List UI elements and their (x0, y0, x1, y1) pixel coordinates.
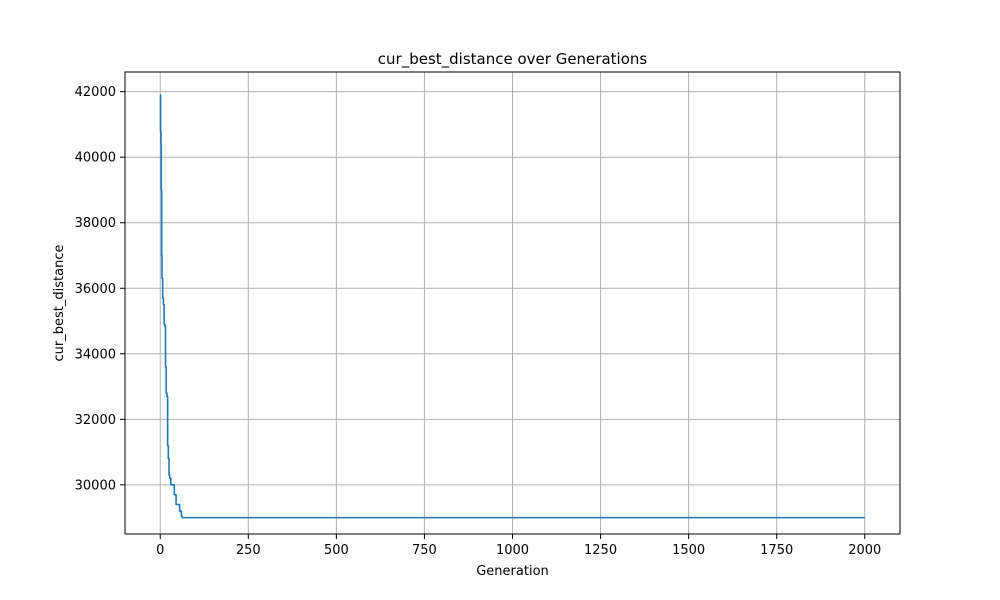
y-tick-label: 38000 (75, 216, 116, 231)
x-tick-label: 250 (236, 543, 261, 558)
grid (125, 72, 900, 534)
x-tick-label: 1250 (584, 543, 617, 558)
x-tick-label: 1000 (496, 543, 529, 558)
y-tick-label: 42000 (75, 85, 116, 100)
series-line-0 (159, 94, 865, 519)
y-tick-label: 36000 (75, 282, 116, 297)
x-tick-label: 1750 (760, 543, 793, 558)
x-tick-label: 500 (324, 543, 349, 558)
x-tick-label: 0 (156, 543, 164, 558)
y-axis-ticks: 30000 32000 34000 36000 38000 40000 42000 (75, 85, 125, 493)
y-tick-label: 40000 (75, 151, 116, 166)
y-axis-label: cur_best_distance (52, 245, 67, 362)
x-tick-label: 1500 (672, 543, 705, 558)
x-axis-ticks: 0 250 500 750 1000 1250 1500 1750 2000 (156, 534, 881, 558)
x-axis-label: Generation (476, 564, 549, 579)
series-layer (159, 94, 865, 519)
chart-title: cur_best_distance over Generations (378, 50, 648, 69)
x-tick-label: 750 (412, 543, 437, 558)
y-tick-label: 32000 (75, 413, 116, 428)
y-tick-label: 30000 (75, 478, 116, 493)
x-tick-label: 2000 (848, 543, 881, 558)
y-tick-label: 34000 (75, 347, 116, 362)
